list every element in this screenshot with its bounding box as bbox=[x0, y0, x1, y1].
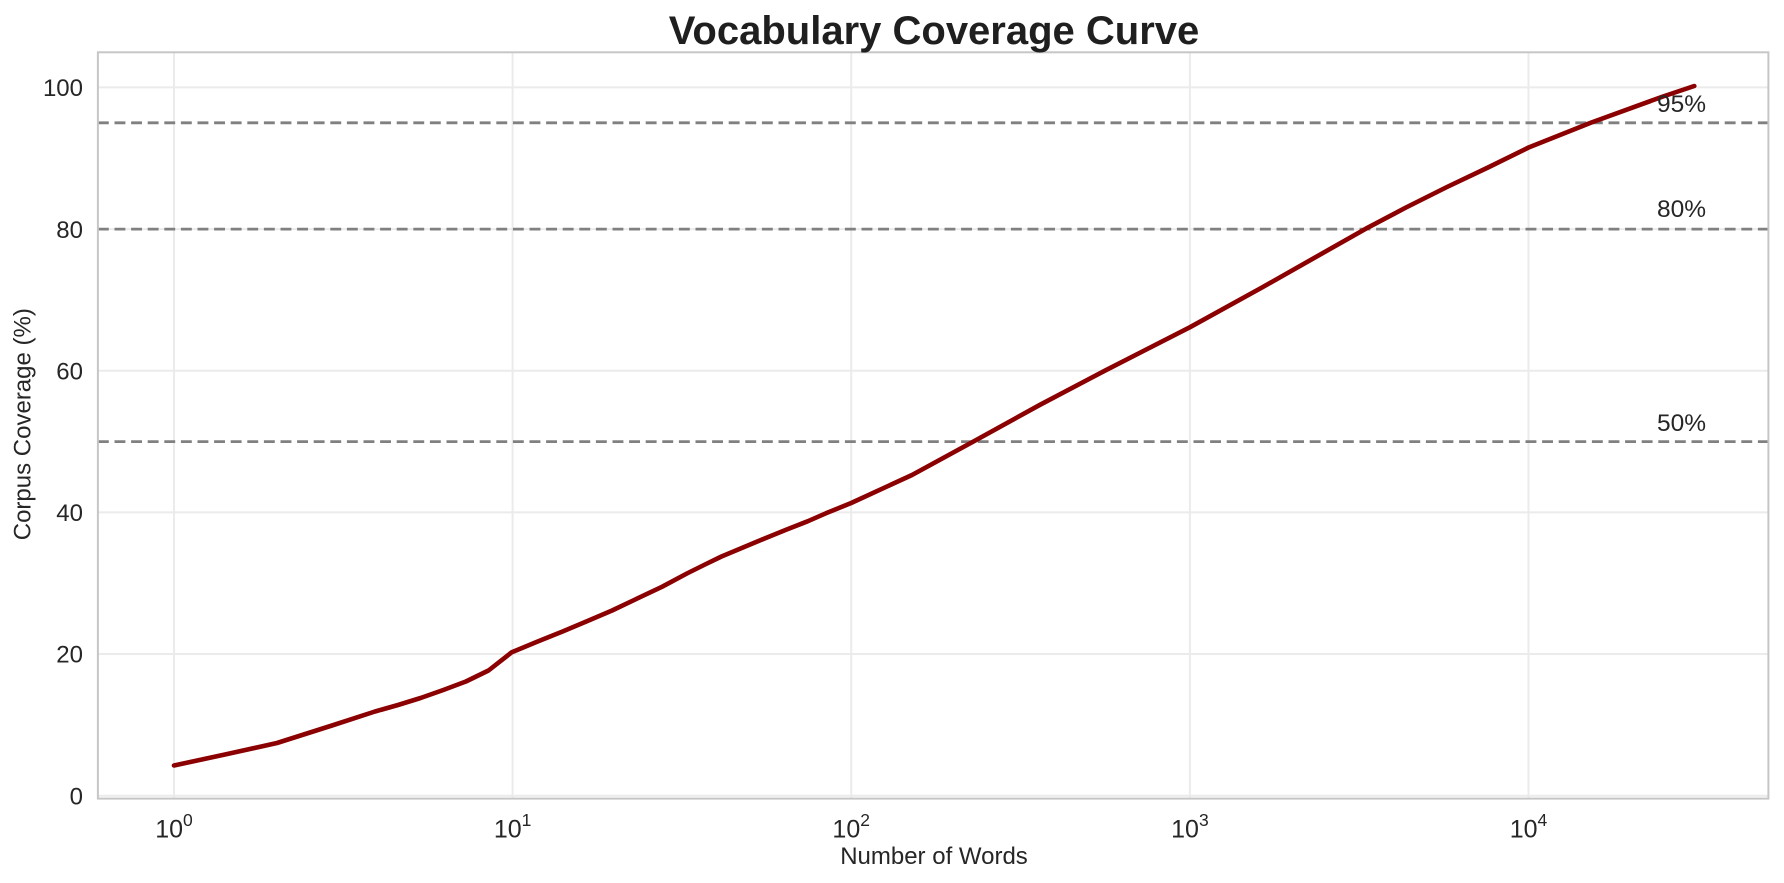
svg-text:20: 20 bbox=[56, 642, 83, 669]
svg-text:Number of Words: Number of Words bbox=[840, 843, 1028, 870]
svg-text:Vocabulary Coverage Curve: Vocabulary Coverage Curve bbox=[669, 9, 1200, 53]
svg-text:102: 102 bbox=[832, 810, 870, 843]
svg-text:40: 40 bbox=[56, 500, 83, 527]
svg-text:80: 80 bbox=[56, 217, 83, 244]
svg-text:0: 0 bbox=[70, 783, 83, 810]
svg-text:100: 100 bbox=[43, 75, 83, 102]
svg-text:95%: 95% bbox=[1657, 91, 1706, 118]
svg-text:50%: 50% bbox=[1657, 410, 1706, 437]
svg-text:80%: 80% bbox=[1657, 196, 1706, 223]
svg-text:60: 60 bbox=[56, 358, 83, 385]
svg-text:Corpus Coverage (%): Corpus Coverage (%) bbox=[10, 308, 37, 540]
